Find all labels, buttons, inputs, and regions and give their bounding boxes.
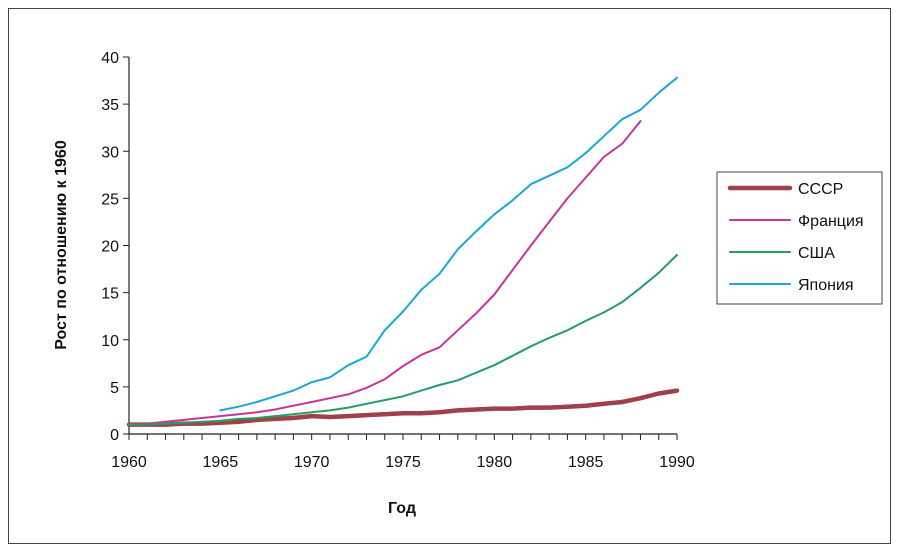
x-tick-label: 1990 [659, 454, 695, 471]
x-tick-label: 1980 [477, 454, 513, 471]
legend: СССР Франция США Япония [716, 171, 883, 305]
series-line-1 [126, 388, 680, 427]
y-tick-label: 40 [101, 50, 119, 67]
series-line-2 [128, 120, 642, 426]
x-tick-label: 1965 [203, 454, 239, 471]
y-tick-label: 10 [101, 333, 119, 350]
y-tick-label: 5 [110, 380, 119, 397]
y-tick-label: 15 [101, 286, 119, 303]
legend-label: Франция [798, 213, 864, 230]
y-tick-label: 30 [101, 144, 119, 161]
y-tick-label: 20 [101, 239, 119, 256]
y-tick-label: 25 [101, 191, 119, 208]
x-tick-label: 1970 [294, 454, 330, 471]
y-tick-label: 0 [110, 427, 119, 444]
series-line-4 [219, 76, 678, 412]
y-tick-label: 35 [101, 97, 119, 114]
legend-label: СССР [798, 181, 843, 198]
series-line-3 [128, 253, 678, 426]
x-tick-label: 1985 [568, 454, 604, 471]
legend-label: Япония [798, 277, 854, 294]
legend-box [716, 171, 883, 305]
y-axis-title: Рост по отношению к 1960 [53, 140, 70, 350]
x-tick-label: 1975 [385, 454, 421, 471]
x-tick-label: 1960 [111, 454, 147, 471]
axes: 0 5 10 15 20 25 30 35 40 1960 1965 1970 1975 1980 1985… [101, 50, 695, 471]
legend-label: США [798, 245, 835, 262]
x-axis-title: Год [388, 500, 416, 517]
series-layer [126, 76, 680, 427]
